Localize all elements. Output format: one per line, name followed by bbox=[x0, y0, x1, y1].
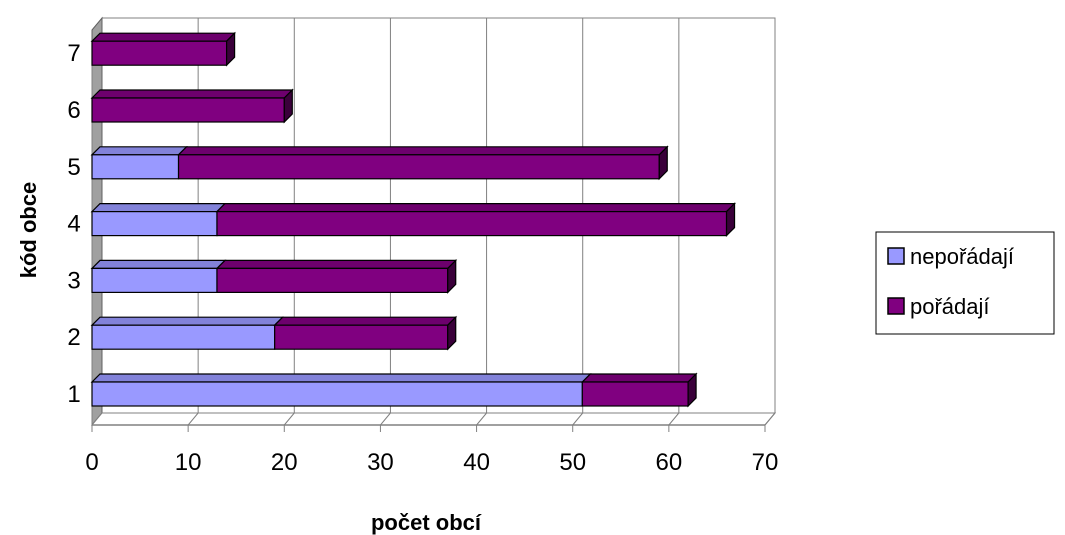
y-tick-label: 5 bbox=[67, 154, 80, 181]
bar-end-face bbox=[226, 31, 236, 67]
y-tick-label: 2 bbox=[67, 324, 80, 351]
legend-swatch-poradaji bbox=[887, 297, 905, 315]
bar-segment-neporadaji bbox=[90, 259, 227, 293]
bar-end-face bbox=[447, 258, 457, 294]
bar-segment-neporadaji bbox=[90, 373, 592, 407]
x-tick-label: 40 bbox=[463, 449, 490, 476]
legend: nepořádají pořádají bbox=[875, 231, 1055, 335]
bar-segment-neporadaji bbox=[90, 203, 227, 237]
bar-segment-poradaji bbox=[215, 259, 458, 293]
floor-gridline bbox=[187, 412, 199, 426]
x-tick-label: 70 bbox=[752, 449, 779, 476]
x-tick-label: 50 bbox=[559, 449, 586, 476]
bar-end-face bbox=[658, 145, 668, 181]
bar-end-face bbox=[447, 315, 457, 351]
bar-end-face bbox=[283, 88, 293, 124]
y-tick-label: 7 bbox=[67, 40, 80, 67]
bar-segment-poradaji bbox=[580, 373, 698, 407]
y-tick-label: 6 bbox=[67, 97, 80, 124]
bar-segment-neporadaji bbox=[90, 146, 188, 180]
bar-segment-neporadaji bbox=[90, 316, 285, 350]
bar-end-face bbox=[687, 372, 697, 408]
legend-label-poradaji: pořádají bbox=[910, 294, 990, 319]
bars bbox=[90, 31, 736, 408]
floor-gridline bbox=[572, 412, 584, 426]
x-tick-label: 20 bbox=[271, 449, 298, 476]
y-tick-label: 1 bbox=[67, 381, 80, 408]
bar-segment-poradaji bbox=[90, 32, 237, 66]
y-tick-labels: 1 2 3 4 5 6 7 bbox=[67, 40, 80, 408]
x-tick-label: 30 bbox=[367, 449, 394, 476]
y-tick-label: 4 bbox=[67, 211, 80, 238]
legend-swatch-neporadaji bbox=[887, 247, 905, 265]
floor-gridline bbox=[380, 412, 391, 426]
floor bbox=[90, 412, 777, 426]
floor-gridline bbox=[476, 412, 487, 426]
x-tick-label: 10 bbox=[175, 449, 202, 476]
bar-segment-poradaji bbox=[273, 316, 458, 350]
x-tick-label: 0 bbox=[85, 449, 98, 476]
bar-segment-poradaji bbox=[177, 146, 669, 180]
x-tick-label: 60 bbox=[656, 449, 683, 476]
bar-segment-poradaji bbox=[215, 203, 736, 237]
y-axis-title: kód obce bbox=[16, 182, 41, 279]
floor-gridline bbox=[668, 412, 680, 426]
x-tick-labels: 0 10 20 30 40 50 60 70 bbox=[85, 425, 778, 476]
bar-segment-poradaji bbox=[90, 89, 294, 123]
x-axis-title: počet obcí bbox=[371, 510, 482, 535]
legend-frame bbox=[875, 231, 1055, 335]
floor-gridline bbox=[283, 412, 295, 426]
floor-gridline bbox=[764, 412, 776, 426]
bar-end-face bbox=[725, 202, 736, 238]
legend-label-neporadaji: nepořádají bbox=[910, 244, 1014, 269]
y-tick-label: 3 bbox=[67, 267, 80, 294]
